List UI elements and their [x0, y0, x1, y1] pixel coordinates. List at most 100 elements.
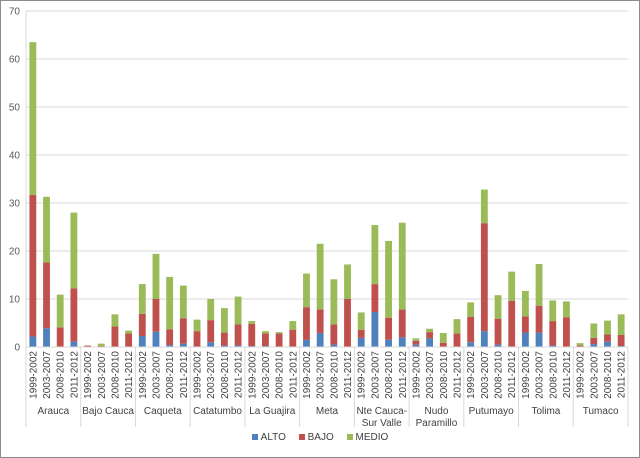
period-label: 1999-2002	[466, 351, 477, 399]
bar-segment-bajo	[398, 309, 406, 338]
bar-segment-medio	[535, 263, 543, 306]
bar-segment-alto	[412, 344, 420, 347]
period-label: 1999-2002	[576, 351, 587, 399]
y-tick-label: 70	[9, 7, 21, 18]
period-label: 2003-2007	[42, 351, 53, 399]
bar-segment-medio	[152, 253, 160, 299]
bar-segment-alto	[138, 335, 146, 347]
bar-segment-bajo	[426, 332, 434, 339]
bar-segment-medio	[480, 189, 488, 224]
bar-segment-bajo	[84, 345, 91, 347]
medio-swatch-icon	[346, 434, 353, 441]
period-label: 2008-2010	[165, 351, 176, 399]
bar-segment-bajo	[344, 299, 351, 347]
bar-segment-medio	[289, 321, 297, 330]
bar-segment-alto	[426, 338, 434, 347]
bar-segment-bajo	[412, 340, 420, 345]
bar-segment-bajo	[43, 262, 50, 329]
bar-segment-alto	[521, 332, 529, 347]
bar-segment-medio	[371, 225, 379, 285]
x-axis: 1999-2002 2003-2007 2008-2010 2011-2012Arau…	[25, 346, 629, 429]
bar-segment-bajo	[439, 342, 447, 347]
group-label: Tolima	[531, 406, 560, 417]
bar-segment-bajo	[111, 326, 119, 347]
alto-swatch-icon	[251, 434, 258, 441]
legend: ALTO BAJO MEDIO	[0, 432, 640, 443]
period-label: 1999-2002	[28, 351, 39, 399]
bar-segment-bajo	[289, 329, 297, 347]
group-label: La Guajira	[249, 406, 296, 417]
bar-segment-bajo	[467, 316, 475, 343]
bar-segment-medio	[344, 264, 351, 299]
bar-segment-medio	[439, 333, 447, 343]
bar-segment-medio	[398, 222, 406, 310]
bar-segment-bajo	[549, 321, 557, 346]
period-label: 2003-2007	[97, 351, 108, 399]
period-label: 1999-2002	[521, 351, 532, 399]
legend-item-bajo: BAJO	[298, 432, 334, 443]
bar-segment-alto	[70, 341, 78, 347]
bar-segment-bajo	[508, 300, 516, 347]
period-label: 2008-2010	[439, 351, 450, 399]
period-label: 2003-2007	[316, 351, 327, 399]
bar-segment-alto	[494, 344, 502, 347]
bar-segment-alto	[480, 331, 488, 347]
bar-segment-bajo	[70, 288, 78, 342]
bar-segment-medio	[275, 332, 283, 334]
bar-segment-medio	[70, 212, 78, 289]
bar-segment-bajo	[125, 333, 133, 347]
period-label: 2011-2012	[452, 351, 463, 399]
bar-segment-bajo	[207, 320, 215, 343]
period-label: 1999-2002	[302, 351, 313, 399]
y-tick-label: 40	[9, 151, 21, 162]
bar-segment-alto	[535, 332, 543, 347]
bar-segment-medio	[125, 330, 133, 334]
bar-segment-bajo	[590, 337, 598, 345]
bar-segment-bajo	[234, 324, 242, 346]
period-label: 2003-2007	[480, 351, 491, 399]
period-label: 1999-2002	[83, 351, 94, 399]
period-label: 1999-2002	[247, 351, 258, 399]
bar-segment-medio	[508, 271, 516, 301]
y-tick-label: 60	[9, 55, 21, 66]
period-label: 2008-2010	[56, 351, 67, 399]
bar-segment-medio	[604, 320, 611, 335]
bar-segment-medio	[576, 343, 584, 346]
period-label: 1999-2002	[357, 351, 368, 399]
bar-segment-bajo	[166, 329, 174, 346]
bar-segment-alto	[234, 345, 242, 347]
bar-segment-bajo	[357, 329, 365, 338]
bar-segment-bajo	[303, 307, 310, 340]
bar-segment-alto	[303, 339, 310, 347]
y-tick-label: 50	[9, 103, 21, 114]
group-label: Putumayo	[469, 406, 514, 417]
bar-segment-alto	[166, 345, 174, 347]
bar-segment-medio	[97, 343, 105, 347]
period-label: 2008-2010	[110, 351, 121, 399]
period-label: 2008-2010	[329, 351, 340, 399]
period-label: 1999-2002	[411, 351, 422, 399]
bar-segment-alto	[357, 337, 365, 347]
bar-segment-medio	[111, 314, 119, 327]
period-label: 2011-2012	[234, 351, 245, 399]
period-label: 2003-2007	[589, 351, 600, 399]
bar-segment-bajo	[275, 333, 283, 347]
bar-segment-bajo	[220, 332, 228, 346]
period-label: 2008-2010	[494, 351, 505, 399]
bar-segment-medio	[357, 312, 365, 330]
bar-segment-alto	[467, 342, 475, 347]
bar-segment-medio	[262, 331, 269, 334]
bar-segment-medio	[248, 321, 256, 324]
legend-item-alto: ALTO	[251, 432, 286, 443]
bar-segment-bajo	[179, 318, 187, 344]
bar-segment-bajo	[535, 305, 543, 333]
period-label: 2003-2007	[151, 351, 162, 399]
period-label: 2008-2010	[548, 351, 559, 399]
bar-segment-bajo	[453, 333, 461, 347]
group-label: Nudo	[425, 406, 449, 417]
bar-segment-medio	[316, 243, 324, 310]
bar-segment-alto	[179, 343, 187, 347]
period-label: 2011-2012	[507, 351, 518, 399]
bar-segment-medio	[330, 279, 338, 325]
